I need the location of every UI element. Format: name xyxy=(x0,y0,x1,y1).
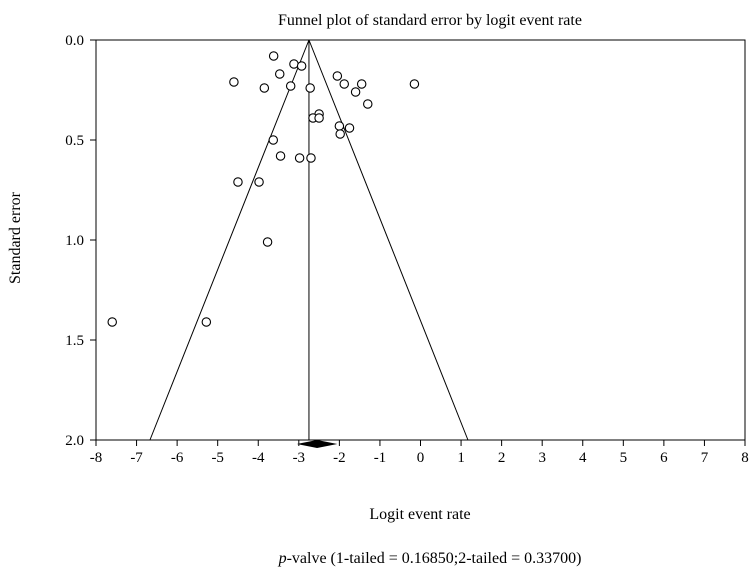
study-point xyxy=(268,51,279,61)
study-point xyxy=(334,121,345,131)
x-tick-label: -6 xyxy=(171,450,184,466)
study-point xyxy=(259,83,270,93)
study-point xyxy=(314,113,324,123)
x-tick-label: -3 xyxy=(293,450,306,466)
caption-text: -valve (1-tailed = 0.16850;2-tailed = 0.… xyxy=(287,550,582,567)
study-point xyxy=(356,79,367,89)
p-value-caption: p-valve (1-tailed = 0.16850;2-tailed = 0… xyxy=(278,550,582,567)
study-point xyxy=(294,153,305,163)
study-point xyxy=(289,59,299,69)
x-tick-label: 1 xyxy=(457,450,465,466)
study-point xyxy=(335,129,345,139)
study-point xyxy=(268,135,279,145)
y-tick-label: 0.0 xyxy=(65,33,84,49)
x-tick-label: -4 xyxy=(252,450,265,466)
chart-title: Funnel plot of standard error by logit e… xyxy=(278,12,582,29)
x-tick-label: -2 xyxy=(333,450,346,466)
x-tick-label: 2 xyxy=(498,450,506,466)
x-tick-label: -5 xyxy=(211,450,224,466)
x-tick-label: -7 xyxy=(130,450,143,466)
study-point xyxy=(332,71,343,81)
study-point xyxy=(274,69,285,79)
plot-area: -8 -7 -6 -5 -4 -3 -2 -1 0 1 2 3 4 5 6 7 8 0.0 0.5 1.0 1.5 2.0 xyxy=(65,33,749,466)
study-point xyxy=(344,123,355,133)
study-point xyxy=(363,99,373,109)
y-tick-label: 2.0 xyxy=(65,433,84,449)
summary-diamond xyxy=(296,440,338,448)
y-tick-label: 1.5 xyxy=(65,333,84,349)
y-tick-label: 1.0 xyxy=(65,233,84,249)
x-tick-label: -1 xyxy=(374,450,387,466)
y-axis-label: Standard error xyxy=(7,191,24,284)
plot-frame xyxy=(95,39,746,441)
x-tick-label: 7 xyxy=(701,450,709,466)
study-point xyxy=(296,61,307,71)
x-tick-label: 0 xyxy=(417,450,425,466)
x-tick-label: 5 xyxy=(620,450,628,466)
x-tick-label: 3 xyxy=(538,450,546,466)
study-point xyxy=(262,237,273,247)
study-point xyxy=(233,177,243,187)
study-point xyxy=(285,81,296,91)
study-point xyxy=(409,79,420,89)
x-tick-label: -8 xyxy=(90,450,103,466)
funnel-right-line xyxy=(308,39,469,441)
y-tick-label: 0.5 xyxy=(65,133,84,149)
x-axis-label: Logit event rate xyxy=(369,506,470,523)
study-point xyxy=(275,151,286,161)
funnel-left-line xyxy=(149,39,310,441)
caption-italic-p: p xyxy=(278,550,287,567)
study-point xyxy=(229,77,239,87)
x-tick-label: 8 xyxy=(741,450,749,466)
study-point xyxy=(305,83,315,93)
x-tick-label: 4 xyxy=(579,450,587,466)
study-point xyxy=(107,317,117,327)
study-point xyxy=(254,177,264,187)
study-point xyxy=(306,153,316,163)
study-point xyxy=(339,79,349,89)
study-point xyxy=(350,87,361,97)
x-tick-label: 6 xyxy=(660,450,668,466)
study-point xyxy=(201,317,212,327)
